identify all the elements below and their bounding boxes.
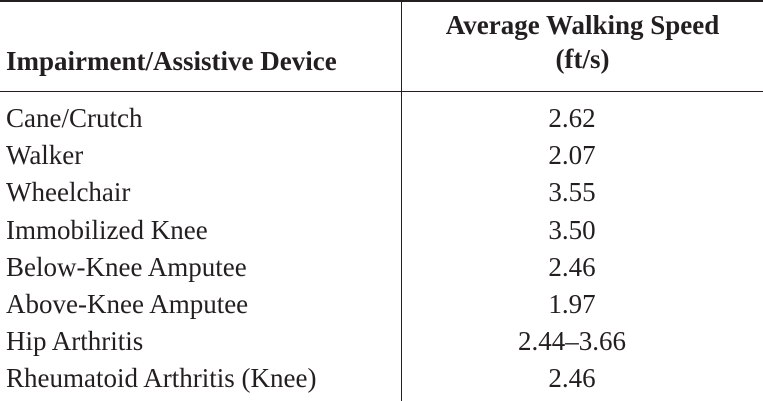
table-row: Walker 2.07 — [0, 137, 763, 174]
table-row: Above-Knee Amputee 1.97 — [0, 286, 763, 323]
table-row: Cane/Crutch 2.62 — [0, 100, 763, 137]
cell-speed: 2.46 — [548, 363, 596, 394]
cell-device: Rheumatoid Arthritis (Knee) — [6, 363, 317, 394]
table-top-rule — [0, 0, 763, 2]
column-header-speed: Average Walking Speed (ft/s) — [402, 8, 763, 76]
table-header-rule — [0, 91, 763, 92]
cell-device: Immobilized Knee — [6, 214, 208, 245]
cell-device: Wheelchair — [6, 177, 131, 208]
cell-speed: 1.97 — [548, 288, 596, 319]
table-row: Rheumatoid Arthritis (Knee) 2.46 — [0, 360, 763, 397]
cell-device: Cane/Crutch — [6, 103, 143, 133]
column-header-speed-line2: (ft/s) — [555, 44, 610, 74]
cell-device: Below-Knee Amputee — [6, 251, 247, 282]
cell-speed: 2.44–3.66 — [518, 326, 626, 357]
cell-speed: 2.07 — [548, 140, 596, 171]
table-row: Wheelchair 3.55 — [0, 174, 763, 211]
table-row: Below-Knee Amputee 2.46 — [0, 249, 763, 286]
column-header-device: Impairment/Assistive Device — [6, 46, 337, 76]
cell-device: Walker — [6, 140, 84, 171]
column-header-speed-line1: Average Walking Speed — [445, 10, 720, 40]
table-row: Hip Arthritis 2.44–3.66 — [0, 323, 763, 360]
table-column-divider — [401, 0, 402, 401]
table-body: Cane/Crutch 2.62 Walker 2.07 Wheelchair … — [0, 100, 763, 398]
table-row: Immobilized Knee 3.50 — [0, 212, 763, 249]
cell-speed: 3.55 — [548, 177, 596, 208]
cell-speed: 3.50 — [548, 214, 596, 245]
cell-speed: 2.46 — [548, 251, 596, 282]
cell-device: Hip Arthritis — [6, 326, 144, 357]
cell-speed: 2.62 — [548, 103, 596, 133]
cell-device: Above-Knee Amputee — [6, 288, 249, 319]
